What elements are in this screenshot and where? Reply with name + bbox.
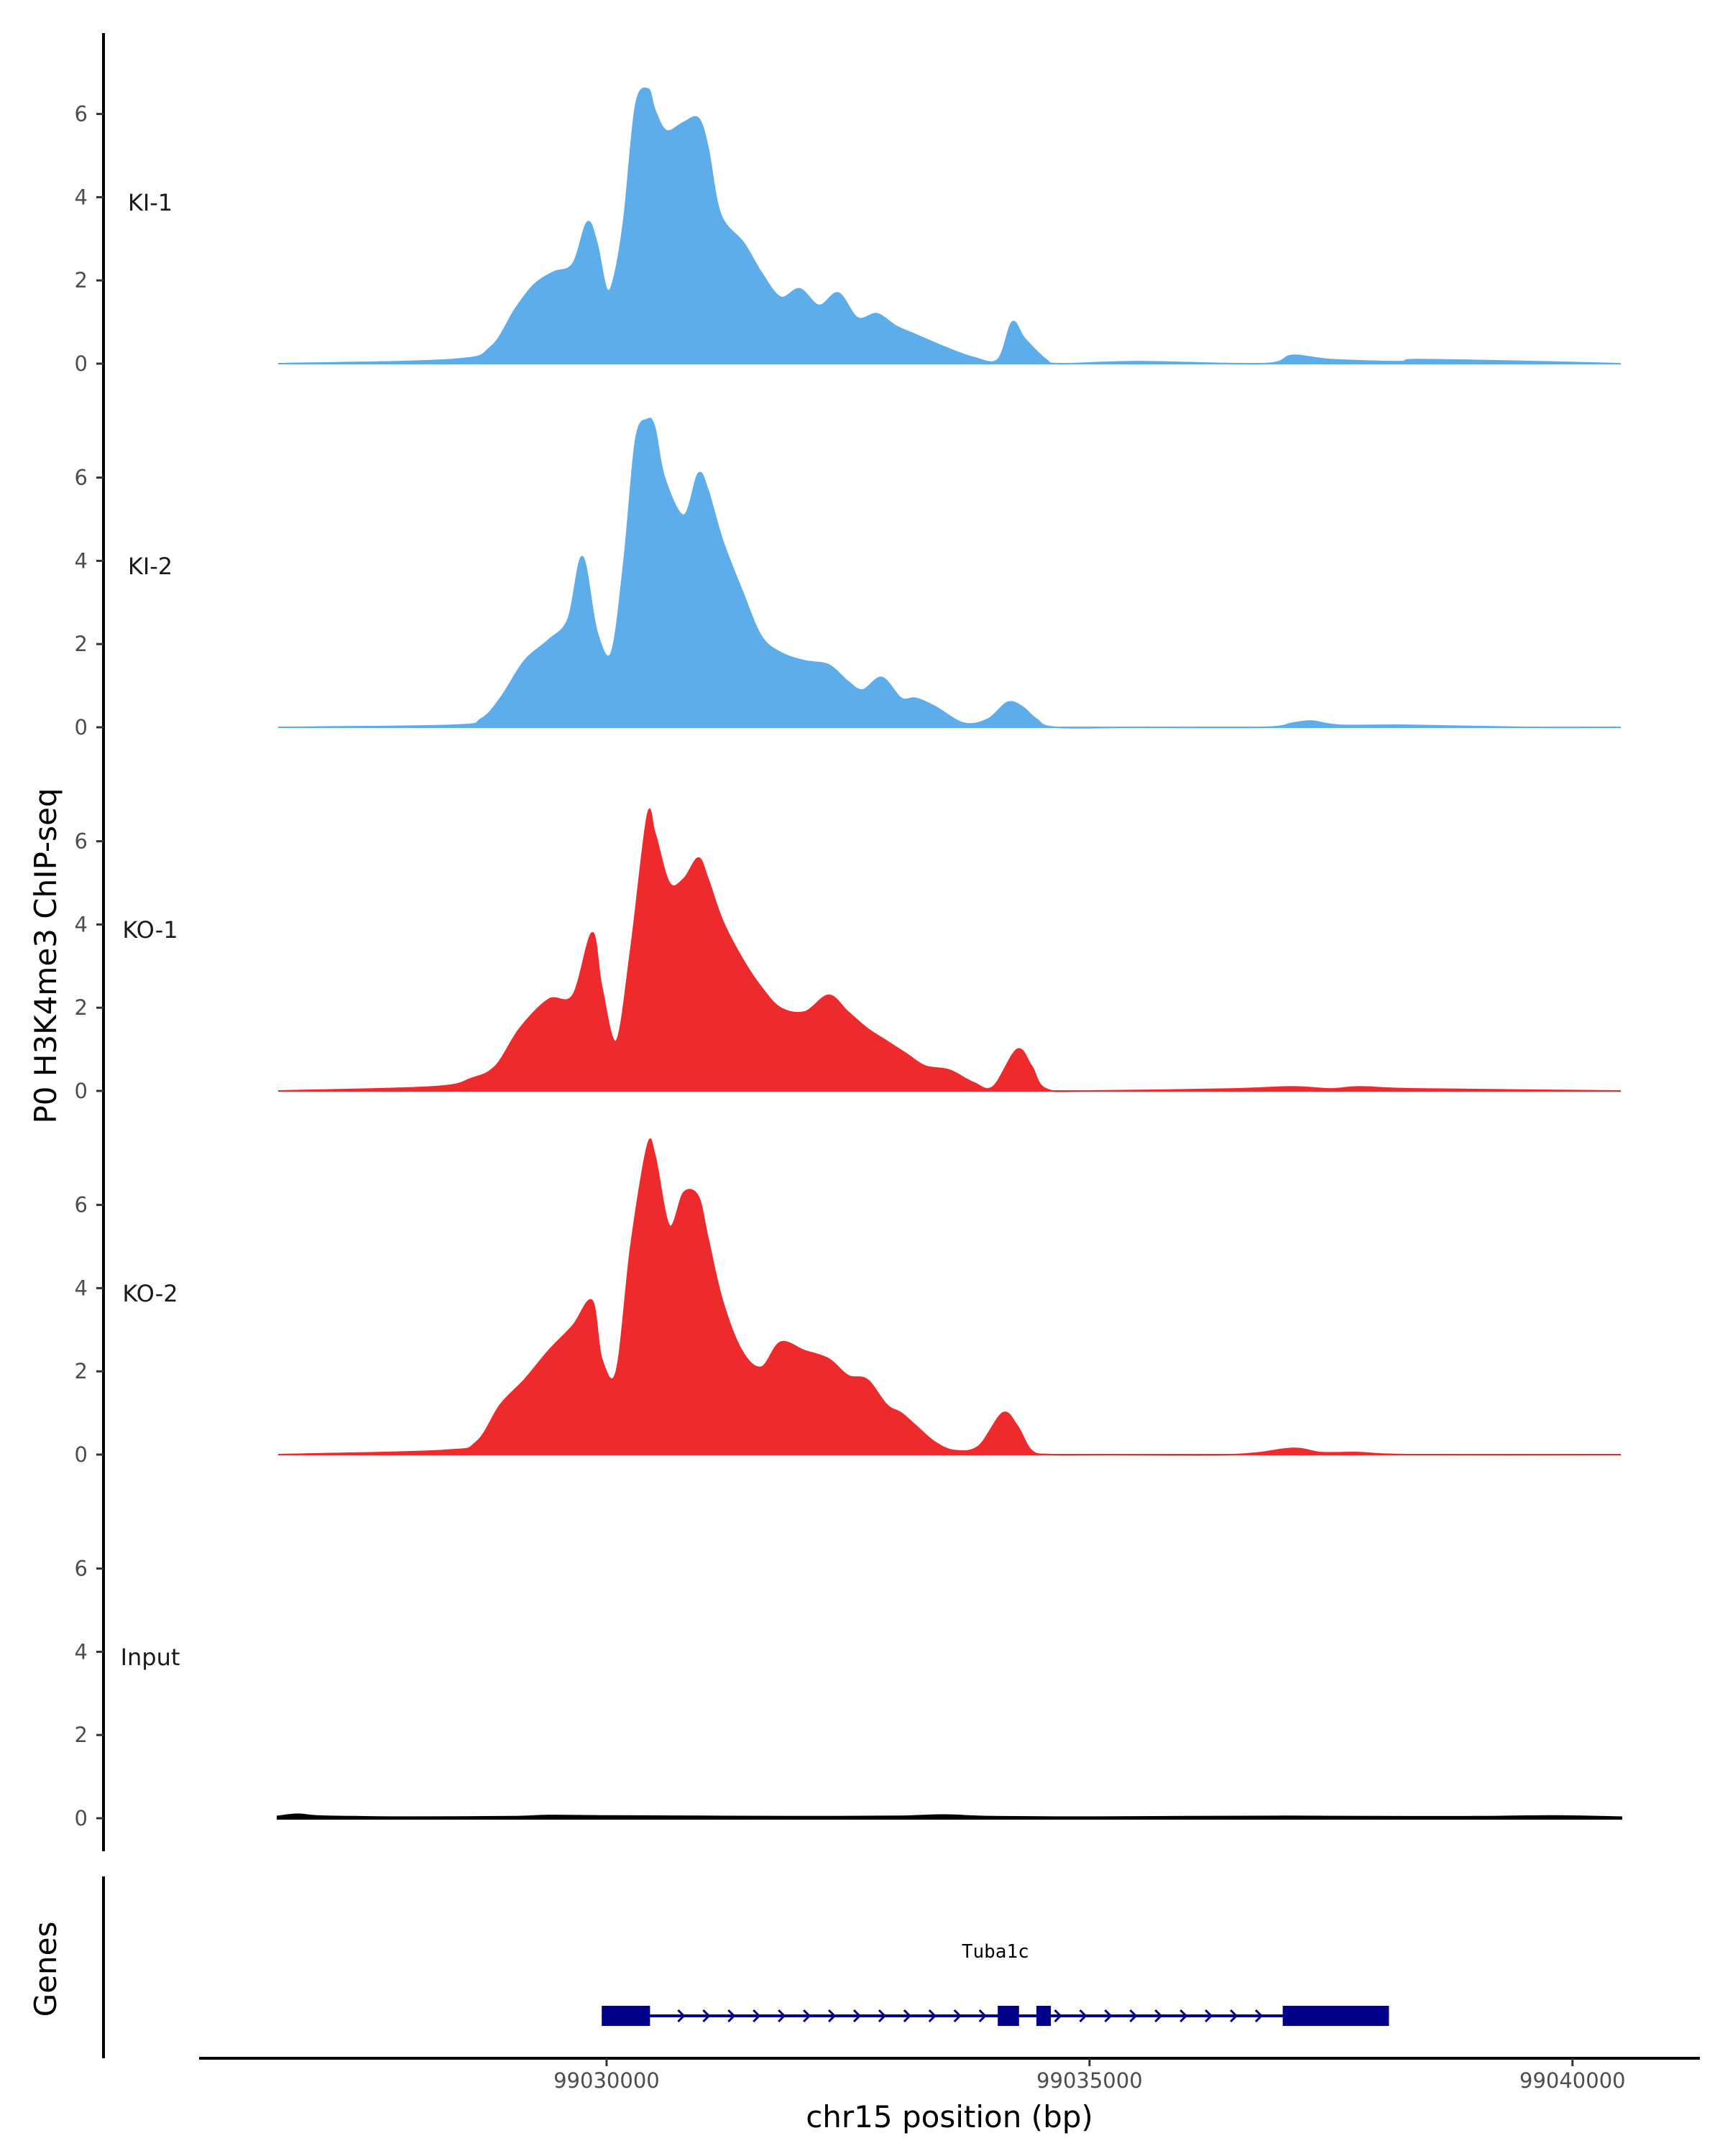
- y-tick-label: 2: [75, 632, 88, 656]
- coverage-area: [277, 418, 1622, 729]
- strand-arrow: [903, 2009, 911, 2023]
- y-tick-label: 0: [75, 1806, 88, 1830]
- y-tick-label: 2: [75, 995, 88, 1020]
- x-tick-label: 99040000: [1519, 2068, 1626, 2093]
- y-tick-label: 6: [75, 102, 88, 126]
- strand-arrow: [753, 2009, 761, 2023]
- gene-exon: [602, 2006, 650, 2026]
- strand-arrow: [702, 2009, 711, 2023]
- track-label: Input: [121, 1644, 180, 1671]
- track-ko-2: 0 2 4 6 KO-2: [75, 1124, 1622, 1488]
- strand-arrow: [803, 2009, 811, 2023]
- genes-panel: Tuba1c: [102, 1876, 1389, 2058]
- y-tick-label: 2: [75, 1723, 88, 1747]
- coverage-area: [277, 1813, 1622, 1820]
- y-tick-label: 0: [75, 1442, 88, 1467]
- y-tick-label: 2: [75, 268, 88, 292]
- coverage-area: [277, 87, 1622, 365]
- strand-arrow: [878, 2009, 887, 2023]
- strand-arrow: [852, 2009, 862, 2023]
- y-tick-label: 6: [75, 1193, 88, 1217]
- strand-arrow: [1254, 2009, 1264, 2023]
- y-tick-label: 6: [75, 829, 88, 854]
- strand-arrow: [1054, 2009, 1062, 2023]
- y-tick-label: 4: [75, 1276, 88, 1300]
- strand-arrow: [953, 2009, 962, 2023]
- x-tick-label: 99030000: [553, 2068, 660, 2093]
- track-ki-2: 0 2 4 6 KI-2: [75, 397, 1622, 760]
- y-tick-label: 6: [75, 466, 88, 490]
- y-tick-label: 0: [75, 351, 88, 376]
- strand-arrow: [1129, 2009, 1138, 2023]
- strand-arrow: [727, 2009, 736, 2023]
- y-tick-label: 2: [75, 1359, 88, 1383]
- track-label: KO-1: [122, 916, 178, 944]
- strand-arrow: [778, 2009, 786, 2023]
- track-input: 0 2 4 6 Input: [75, 1488, 1622, 1851]
- y-tick-label: 6: [75, 1557, 88, 1581]
- gene-label: Tuba1c: [962, 1941, 1029, 1963]
- y-tick-label: 4: [75, 185, 88, 209]
- strand-arrow: [928, 2009, 937, 2023]
- coverage-area: [277, 808, 1622, 1092]
- track-ki-1: 0 2 4 6 KI-1: [75, 33, 1622, 397]
- genes-axis-title: Genes: [28, 1922, 63, 2017]
- y-tick-label: 4: [75, 912, 88, 936]
- gene-exon: [1036, 2006, 1052, 2026]
- strand-arrow: [677, 2009, 686, 2023]
- coverage-tracks: 0 2 4 6 KI-1 0 2 4 6 KI-2 0 2 4 6 KO-1 0 2 4 6 KO-2 0 2 4 6 Inpu…: [75, 33, 1622, 1851]
- strand-arrow: [978, 2009, 987, 2023]
- track-label: KI-1: [128, 189, 172, 216]
- x-tick-label: 99035000: [1036, 2068, 1143, 2093]
- track-label: KI-2: [128, 553, 172, 580]
- strand-arrow: [827, 2009, 837, 2023]
- y-axis-title: P0 H3K4me3 ChIP-seq: [28, 788, 63, 1123]
- x-axis-title: chr15 position (bp): [806, 2099, 1093, 2134]
- gene-model: [602, 2006, 1389, 2026]
- track-label: KO-2: [122, 1280, 178, 1307]
- strand-arrow: [1104, 2009, 1113, 2023]
- y-tick-label: 0: [75, 715, 88, 740]
- y-tick-label: 0: [75, 1079, 88, 1103]
- strand-arrow: [1179, 2009, 1188, 2023]
- strand-arrow: [1205, 2009, 1213, 2023]
- y-tick-label: 4: [75, 548, 88, 573]
- gene-exon: [998, 2006, 1019, 2026]
- track-ko-1: 0 2 4 6 KO-1: [75, 760, 1622, 1124]
- strand-arrow: [1230, 2009, 1238, 2023]
- strand-arrow: [1154, 2009, 1163, 2023]
- gene-exon: [1282, 2006, 1389, 2026]
- strand-arrow: [1079, 2009, 1087, 2023]
- y-tick-label: 4: [75, 1639, 88, 1664]
- x-axis: 99030000 99035000 99040000: [199, 2057, 1700, 2093]
- coverage-area: [277, 1138, 1622, 1456]
